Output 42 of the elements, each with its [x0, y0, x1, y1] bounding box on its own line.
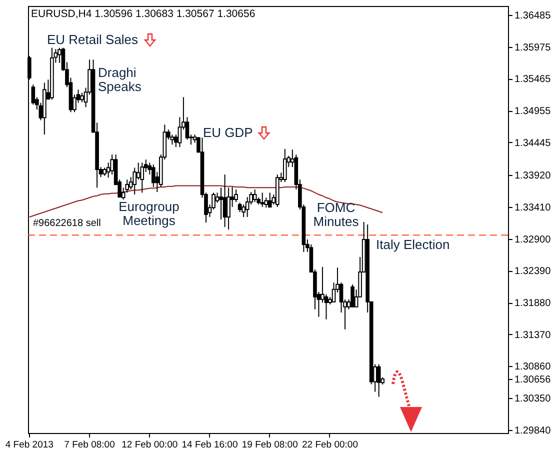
candlestick — [350, 284, 354, 308]
candlestick — [260, 192, 264, 208]
y-tick-label: 1.31370 — [514, 330, 552, 341]
annotation: Eurogroup Meetings — [118, 199, 180, 228]
y-tick-label: 1.35975 — [514, 42, 552, 54]
annotation: FOMC Minutes — [313, 200, 360, 229]
candlestick — [268, 192, 272, 208]
x-tick-label: 7 Feb 08:00 — [64, 440, 115, 450]
y-tick-label: 1.32900 — [514, 234, 552, 246]
candlestick — [31, 84, 36, 106]
y-tick-label: 1.35465 — [514, 74, 552, 86]
y-tick-label: 1.33920 — [514, 170, 552, 182]
ref-line-label: #96622618 sell — [33, 218, 101, 230]
y-tick-label: 1.34955 — [514, 106, 552, 118]
y-tick-label: 1.30656 — [514, 374, 552, 386]
y-tick-label: 1.34445 — [514, 138, 552, 149]
y-tick-label: 1.30860 — [514, 362, 552, 373]
candlestick — [151, 164, 156, 188]
y-tick-label: 1.29840 — [514, 425, 552, 436]
candlestick — [140, 162, 144, 194]
y-tick-label: 1.31880 — [514, 298, 552, 310]
candlestick — [252, 189, 257, 203]
y-tick-label: 1.30350 — [514, 394, 552, 405]
annotation: EU GDP — [203, 125, 253, 140]
annotation: Italy Election — [376, 237, 450, 252]
x-tick-label: 14 Feb 16:00 — [182, 440, 238, 450]
candlestick — [376, 364, 381, 398]
candlestick — [222, 174, 227, 228]
candlestick — [80, 92, 84, 103]
x-tick-label: 12 Feb 00:00 — [122, 440, 178, 450]
y-tick-label: 1.33410 — [514, 202, 552, 214]
x-tick-label: 19 Feb 08:00 — [242, 440, 298, 450]
annotation: EU Retail Sales — [47, 32, 139, 47]
chart-title: EURUSD,H4 1.30596 1.30683 1.30567 1.30656 — [31, 8, 256, 20]
candlestick — [238, 202, 242, 213]
x-tick-label: 22 Feb 00:00 — [302, 440, 358, 450]
x-tick-label: 4 Feb 2013 — [5, 440, 54, 450]
candlestick — [283, 148, 287, 183]
candlestick — [234, 189, 238, 203]
y-tick-label: 1.32390 — [514, 266, 552, 278]
annotation: Draghi Speaks — [98, 65, 142, 94]
y-tick-label: 1.36485 — [514, 10, 552, 22]
